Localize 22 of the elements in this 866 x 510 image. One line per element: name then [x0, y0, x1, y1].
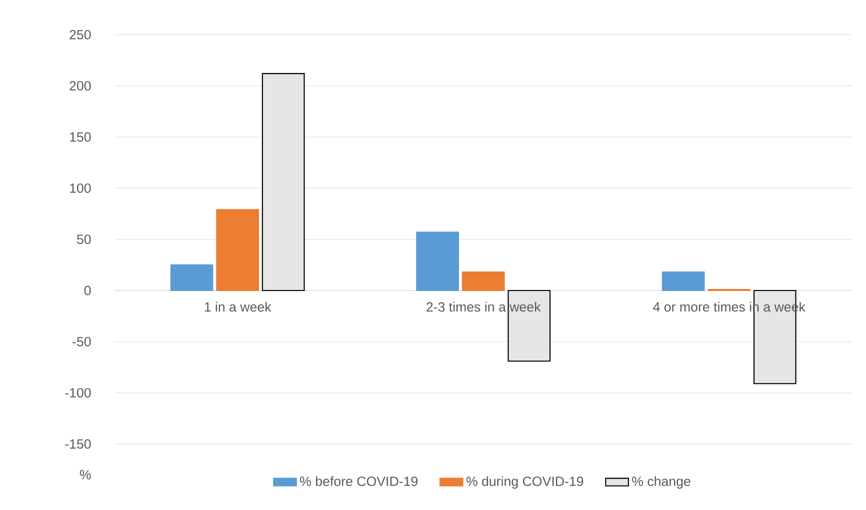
y-tick-label: -150 — [65, 439, 91, 449]
y-tick-label: -100 — [65, 388, 91, 398]
y-axis-title: % — [80, 470, 91, 480]
bar — [262, 73, 305, 292]
legend-label: % change — [632, 476, 690, 489]
x-tick-label: 1 in a week — [204, 302, 272, 312]
y-tick-label: -50 — [72, 336, 91, 346]
y-tick-label: 0 — [84, 286, 91, 296]
bar — [662, 272, 705, 292]
y-tick-label: 100 — [70, 183, 91, 193]
bar — [216, 209, 259, 292]
y-tick-label: 250 — [70, 30, 91, 40]
x-tick-label: 2-3 times in a week — [426, 302, 541, 312]
y-tick-label: 200 — [70, 81, 91, 91]
bar — [508, 290, 551, 362]
bar — [416, 232, 459, 292]
legend-label: % before COVID-19 — [300, 476, 418, 486]
bar — [462, 272, 505, 292]
legend-label: % during COVID-19 — [466, 476, 584, 489]
y-tick-label: 50 — [77, 234, 91, 244]
bar — [170, 264, 214, 292]
y-tick-label: 150 — [70, 132, 91, 142]
